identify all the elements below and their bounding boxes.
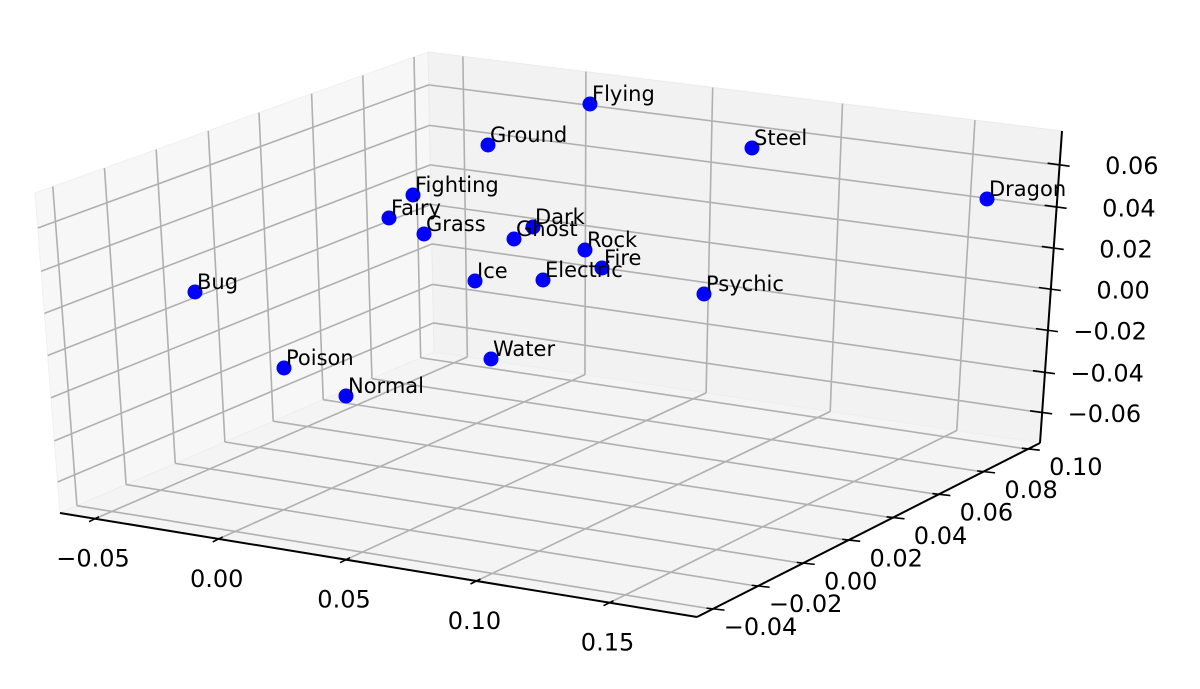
marker-dot	[338, 388, 354, 404]
marker-dot	[979, 191, 995, 207]
y-tick-label: 0.10	[1049, 453, 1102, 481]
x-axis-line	[59, 512, 698, 618]
z-tick-label: 0.06	[1105, 152, 1158, 180]
point-label: Fighting	[415, 173, 499, 197]
point-label: Electric	[545, 258, 623, 282]
point-label: Flying	[592, 82, 655, 106]
point-label: Dragon	[989, 177, 1066, 201]
data-point-steel: Steel	[744, 126, 807, 156]
point-label: Fire	[604, 246, 641, 270]
point-label: Ground	[490, 123, 567, 147]
y-tick-label: 0.00	[824, 567, 877, 595]
marker-dot	[483, 351, 499, 367]
axes	[59, 130, 1070, 618]
x-tick-label: −0.05	[56, 545, 130, 573]
data-point-fighting: Fighting	[405, 173, 499, 203]
data-point-grass: Grass	[416, 212, 486, 242]
data-points: Flying Ground Steel Dragon FightingFairyGras…	[187, 82, 1066, 404]
marker-dot	[467, 273, 483, 289]
marker-dot	[276, 360, 292, 376]
data-point-water: Water	[483, 337, 555, 367]
y-tick-label: 0.02	[870, 544, 923, 572]
data-point-flying: Flying	[582, 82, 655, 112]
grid-lines	[37, 56, 1060, 610]
tick-labels: −0.050.000.050.100.15−0.04−0.020.000.020…	[56, 152, 1158, 657]
z-tick-label: −0.02	[1073, 318, 1147, 346]
point-label: Ice	[477, 259, 508, 283]
y-tick-label: 0.06	[960, 499, 1013, 527]
point-label: Rock	[587, 228, 638, 252]
data-point-ground: Ground	[480, 123, 567, 153]
marker-dot	[525, 219, 541, 235]
marker-dot	[535, 272, 551, 288]
marker-dot	[696, 286, 712, 302]
z-tick-label: 0.02	[1099, 235, 1152, 263]
marker-dot	[480, 137, 496, 153]
marker-dot	[187, 284, 203, 300]
data-point-dark: Dark	[525, 205, 586, 235]
point-label: Normal	[348, 374, 424, 398]
marker-dot	[506, 231, 522, 247]
data-point-fairy: Fairy	[381, 196, 441, 226]
data-point-poison: Poison	[276, 346, 354, 376]
point-label: Grass	[426, 212, 486, 236]
data-point-electric: Electric	[535, 258, 623, 288]
marker-dot	[594, 260, 610, 276]
marker-dot	[744, 140, 760, 156]
y-tick-label: 0.04	[914, 522, 967, 550]
data-point-dragon: Dragon	[979, 177, 1066, 207]
z-tick-label: −0.06	[1068, 400, 1142, 428]
marker-dot	[416, 226, 432, 242]
z-tick-label: 0.04	[1102, 194, 1155, 222]
y-tick-label: −0.02	[769, 590, 843, 618]
data-point-ice: Ice	[467, 259, 508, 289]
data-point-fire: Fire	[594, 246, 641, 276]
data-point-normal: Normal	[338, 374, 424, 404]
point-label: Dark	[535, 205, 586, 229]
marker-dot	[405, 187, 421, 203]
x-tick-label: 0.10	[448, 607, 501, 635]
y-tick-label: 0.08	[1004, 476, 1057, 504]
z-axis-line	[1039, 130, 1063, 444]
y-tick-label: −0.04	[724, 613, 798, 641]
point-label: Fairy	[391, 196, 441, 220]
marker-dot	[582, 96, 598, 112]
marker-dot	[381, 210, 397, 226]
point-label: Steel	[754, 126, 807, 150]
point-label: Bug	[197, 270, 238, 294]
point-label: Poison	[286, 346, 354, 370]
y-axis-line	[696, 442, 1041, 618]
z-tick-label: −0.04	[1070, 360, 1144, 388]
data-point-rock: Rock	[577, 228, 638, 258]
x-tick-label: 0.15	[581, 629, 634, 657]
point-label: Water	[493, 337, 555, 361]
x-tick-label: 0.05	[317, 586, 370, 614]
z-tick-label: 0.00	[1096, 276, 1149, 304]
data-point-bug: Bug	[187, 270, 238, 300]
marker-dot	[577, 242, 593, 258]
data-point-ghost: Ghost	[506, 217, 578, 247]
x-tick-label: 0.00	[190, 565, 243, 593]
data-point-psychic: Psychic	[696, 272, 784, 302]
point-label: Psychic	[706, 272, 784, 296]
point-label: Ghost	[516, 217, 578, 241]
